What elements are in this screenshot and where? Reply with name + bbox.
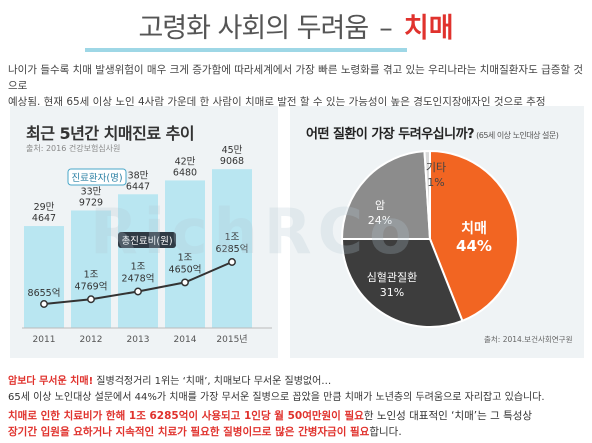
footer-line-2: 65세 이상 노인대상 설문에서 44%가 치매를 가장 무서운 질병으로 꼽았… [8, 391, 545, 403]
bar-label-bottom-2: 6447 [126, 181, 150, 192]
line-point-1 [87, 295, 95, 304]
footer-line-3: 치매로 인한 치료비가 한해 1조 6285억이 사용되고 1인당 월 50여만… [8, 408, 588, 424]
pie-label-0: 치매 [461, 221, 487, 237]
pie-title-text: 어떤 질환이 가장 두려우십니까? [306, 127, 475, 142]
line-point-2 [134, 287, 142, 296]
legend-line-badge [118, 232, 176, 248]
line-point-3 [181, 278, 189, 287]
footer-text-2: 치매로 인한 치료비가 한해 1조 6285억이 사용되고 1인당 월 50여만… [8, 408, 588, 440]
title-main: 고령화 사회의 두려움 [138, 13, 369, 44]
line-point-0 [40, 300, 48, 308]
intro-text: 나이가 들수록 치매 발생위험이 매우 크게 증가함에 따라세계에서 가장 빠른… [8, 62, 588, 110]
pie-label-1: 심혈관질환 [367, 270, 418, 284]
line-label-top-3: 1조 [178, 252, 193, 263]
pie-slice-3 [423, 149, 431, 240]
footer-text-1: 암보다 무서운 치매! 질병걱정거리 1위는 ‘치매’, 치매보다 무서운 질병… [8, 374, 588, 405]
footer-line-1-rest: 질병걱정거리 1위는 ‘치매’, 치매보다 무서운 질병없어… [93, 376, 332, 387]
pie-label-2: 암 [375, 199, 385, 212]
line-label-top-2: 1조 [131, 261, 146, 272]
line-label-top-4: 1조 [225, 232, 240, 243]
pie-value-1: 31% [380, 286, 404, 299]
line-label-bottom-0: 8655억 [28, 287, 61, 299]
x-tick-3: 2014 [174, 335, 197, 345]
bar-label-top-3: 42만 [175, 156, 196, 167]
bar-label-bottom-3: 6480 [173, 167, 197, 178]
line-point-4 [228, 258, 236, 266]
bar-2 [118, 194, 158, 328]
bar-label-top-0: 29만 [34, 202, 55, 213]
bar-chart-source: 출처: 2016 건강보험심사원 [26, 144, 121, 153]
bar-label-bottom-0: 4647 [32, 213, 56, 224]
pie-chart-title: 어떤 질환이 가장 두려우십니까? (65세 이상 노인대상 설문) [306, 123, 559, 142]
line-label-top-1: 1조 [84, 269, 99, 280]
footer-highlight-2: 치매로 인한 치료비가 한해 1조 6285억이 사용되고 1인당 월 50여만… [8, 410, 364, 422]
bar-label-top-1: 33만 [81, 186, 102, 197]
footer-highlight-1: 암보다 무서운 치매! [8, 376, 94, 387]
x-tick-1: 2012 [80, 335, 103, 345]
pie-value-2: 24% [368, 214, 392, 227]
footer-line-1: 암보다 무서운 치매! 질병걱정거리 1위는 ‘치매’, 치매보다 무서운 질병… [8, 374, 588, 390]
pie-slice-1 [340, 238, 464, 328]
bar-label-bottom-1: 9729 [79, 197, 103, 208]
title-accent: 치매 [403, 13, 454, 44]
pie-chart-source: 출처: 2014.보건사회연구원 [484, 335, 573, 344]
footer-line-3-rest: 한 노인성 대표적인 ‘치매’는 그 특성상 [363, 410, 533, 422]
bar-chart-title: 최근 5년간 치매진료 추이 [26, 124, 195, 143]
line-label-bottom-4: 6285억 [216, 243, 249, 255]
pie-label-3: 기타 [426, 161, 446, 174]
x-tick-4: 2015년 [216, 334, 247, 345]
pie-subtitle: (65세 이상 노인대상 설문) [476, 131, 559, 140]
bar-4 [212, 169, 252, 328]
x-tick-2: 2013 [127, 335, 150, 345]
title-dash: – [379, 13, 393, 44]
bar-0 [24, 226, 64, 328]
legend-line-label: 총진료비(원) [121, 236, 172, 247]
legend-bar-label: 진료환자(명) [71, 172, 122, 184]
footer-line-4-rest: 합니다. [369, 426, 402, 438]
line-label-bottom-1: 4769억 [75, 280, 108, 292]
bar-3 [165, 180, 205, 328]
page-title: 고령화 사회의 두려움 – 치매 [0, 6, 592, 50]
line-label-bottom-2: 2478억 [122, 272, 155, 284]
x-tick-0: 2011 [33, 335, 56, 345]
pie-slice-0 [429, 149, 519, 323]
footer-line-4: 장기간 입원을 요하거나 지속적인 치료가 필요한 질병이므로 많은 간병자금이… [8, 424, 588, 440]
pie-slice-2 [340, 150, 432, 240]
intro-line-2: 예상됨. 현재 65세 이상 노인 4사람 가운데 한 사람이 치매로 발전 할… [8, 96, 546, 108]
pie-value-0: 44% [456, 237, 492, 255]
pie-value-3: 1% [427, 176, 444, 189]
line-label-bottom-3: 4650억 [169, 263, 202, 275]
bar-1 [71, 210, 111, 328]
title-underline [85, 48, 407, 52]
legend-bar-badge [67, 168, 127, 186]
intro-line-1: 나이가 들수록 치매 발생위험이 매우 크게 증가함에 따라세계에서 가장 빠른… [8, 64, 584, 92]
bar-label-bottom-4: 9068 [220, 156, 244, 167]
footer-highlight-3: 장기간 입원을 요하거나 지속적인 치료가 필요한 질병이므로 많은 간병자금이… [8, 426, 370, 438]
bar-label-top-4: 45만 [222, 145, 243, 156]
bar-label-top-2: 38만 [128, 170, 149, 181]
